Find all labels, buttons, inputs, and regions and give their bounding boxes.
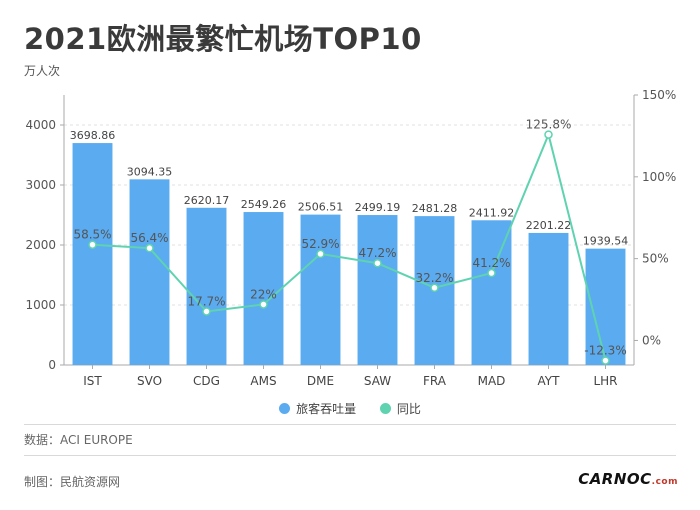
- credit-note: 制图：民航资源网: [24, 475, 121, 489]
- y-left-tick-label: 4000: [25, 118, 56, 132]
- yoy-value-label: 22%: [250, 287, 277, 301]
- bar-mad: [471, 220, 512, 365]
- bar-ist: [72, 143, 113, 365]
- x-tick-label: SAW: [364, 374, 391, 388]
- legend-swatch-passengers: [279, 403, 291, 414]
- chart-title: 2021欧洲最繁忙机场TOP10: [24, 22, 422, 56]
- source-note: 数据：ACI EUROPE: [24, 433, 133, 447]
- yoy-value-label: -12.3%: [584, 344, 626, 358]
- divider-bottom: [24, 455, 676, 456]
- yoy-point-saw: [373, 258, 382, 268]
- bar-value-label: 2506.51: [298, 201, 344, 214]
- yoy-value-label: 17.7%: [187, 294, 225, 308]
- bar-value-label: 3698.86: [70, 129, 116, 142]
- bar-ams: [243, 212, 284, 365]
- y-left-tick-label: 2000: [25, 238, 56, 252]
- x-tick-label: MAD: [478, 374, 506, 388]
- yoy-point-cdg: [202, 307, 211, 316]
- yoy-value-label: 47.2%: [358, 246, 396, 260]
- y-right-tick-label: 50%: [642, 252, 669, 266]
- legend-label-yoy: 同比: [396, 402, 421, 416]
- bar-value-label: 2411.92: [469, 206, 515, 219]
- yoy-point-mad: [487, 268, 496, 278]
- bar-ayt: [528, 232, 569, 365]
- x-tick-label: CDG: [193, 374, 220, 388]
- yoy-point-ist: [88, 240, 97, 249]
- unit-label: 万人次: [24, 64, 61, 78]
- bar-value-label: 1939.54: [583, 235, 629, 248]
- logo-suffix: .com: [651, 477, 678, 487]
- logo-text: CARNOC: [578, 470, 652, 488]
- bar-saw: [357, 215, 398, 365]
- bar-value-label: 3094.35: [127, 165, 173, 178]
- divider-top: [24, 424, 676, 425]
- x-tick-label: DME: [307, 374, 334, 388]
- bar-value-label: 2549.26: [241, 198, 287, 211]
- bar-dme: [300, 214, 341, 365]
- yoy-value-label: 125.8%: [526, 118, 572, 132]
- yoy-point-ams: [259, 300, 268, 309]
- y-left-tick-label: 0: [48, 358, 56, 372]
- bar-value-label: 2201.22: [526, 219, 572, 232]
- yoy-point-dme: [316, 249, 325, 259]
- carnoc-logo: CARNOC.com: [578, 470, 678, 488]
- chart: 0 1000 2000 3000 4000 0% 50% 100% 150% 3698.86 309…: [25, 88, 676, 388]
- y-left-tick-label: 3000: [25, 178, 56, 192]
- yoy-value-label: 58.5%: [73, 228, 111, 242]
- yoy-value-label: 56.4%: [130, 231, 168, 245]
- yoy-line: [92, 131, 607, 361]
- yoy-point-fra: [430, 283, 439, 293]
- y-right-tick-label: 100%: [642, 170, 676, 184]
- x-tick-label: AYT: [538, 374, 561, 388]
- bar-cdg: [186, 207, 227, 365]
- y-left-tick-label: 1000: [25, 298, 56, 312]
- yoy-value-label: 32.2%: [415, 271, 453, 285]
- bar-value-label: 2481.28: [412, 202, 458, 215]
- yoy-point-ayt: [544, 130, 553, 139]
- x-tick-label: LHR: [593, 374, 617, 388]
- legend-label-passengers: 旅客吞吐量: [296, 402, 357, 416]
- legend-item-yoy[interactable]: 同比: [379, 400, 421, 417]
- legend-swatch-yoy: [379, 403, 391, 414]
- bar-value-label: 2499.19: [355, 201, 401, 214]
- y-right-tick-label: 0%: [642, 333, 661, 347]
- x-tick-label: FRA: [423, 374, 447, 388]
- bar-svo: [129, 179, 170, 365]
- yoy-point-svo: [145, 243, 154, 253]
- yoy-value-label: 41.2%: [472, 256, 510, 270]
- bar-value-label: 2620.17: [184, 194, 230, 207]
- x-tick-label: IST: [83, 374, 102, 388]
- legend: 旅客吞吐量 同比: [0, 400, 700, 417]
- yoy-point-lhr: [601, 356, 610, 365]
- legend-item-passengers[interactable]: 旅客吞吐量: [279, 400, 356, 417]
- yoy-value-label: 52.9%: [301, 237, 339, 251]
- x-tick-label: AMS: [250, 374, 276, 388]
- y-right-tick-label: 150%: [642, 88, 676, 102]
- x-tick-label: SVO: [137, 374, 162, 388]
